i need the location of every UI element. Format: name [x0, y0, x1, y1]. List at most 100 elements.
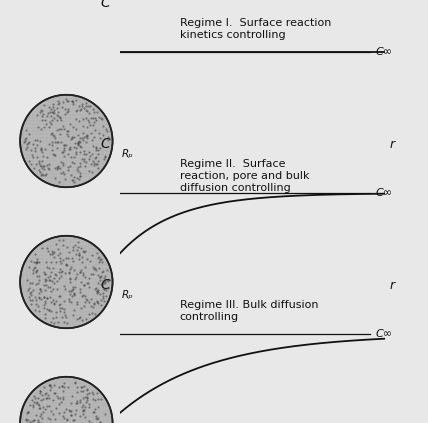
Point [23, 135, 30, 142]
Point [92, 127, 98, 134]
Point [92, 396, 98, 403]
Point [60, 148, 67, 155]
Point [59, 413, 66, 420]
Point [42, 310, 48, 317]
Point [99, 268, 106, 275]
Point [24, 143, 31, 150]
Point [40, 269, 47, 275]
Point [81, 155, 88, 162]
Point [38, 296, 45, 303]
Point [83, 398, 89, 405]
Point [39, 408, 46, 415]
Point [63, 417, 70, 423]
Point [71, 417, 77, 423]
Point [35, 302, 42, 309]
Point [45, 415, 52, 422]
Point [58, 313, 65, 320]
Point [82, 414, 89, 420]
Point [71, 290, 77, 297]
Point [92, 115, 98, 121]
Point [68, 98, 75, 104]
Point [41, 172, 48, 179]
Point [35, 157, 42, 164]
Point [63, 97, 70, 104]
Point [28, 160, 35, 167]
Point [51, 254, 57, 261]
Point [42, 315, 48, 322]
Point [104, 284, 111, 291]
Point [89, 396, 96, 403]
Point [84, 297, 91, 303]
Point [60, 297, 67, 304]
Point [101, 279, 107, 286]
Point [87, 115, 94, 121]
Point [39, 171, 46, 178]
Text: C: C [100, 278, 110, 292]
Point [90, 271, 97, 277]
Point [36, 276, 43, 283]
Point [86, 284, 92, 291]
Point [38, 244, 45, 251]
Point [59, 148, 65, 155]
Point [31, 263, 38, 270]
Point [74, 239, 81, 246]
Point [93, 267, 100, 274]
Text: r: r [390, 420, 395, 423]
Point [91, 301, 98, 308]
Point [93, 299, 100, 305]
Point [80, 408, 86, 415]
Point [62, 311, 69, 318]
Point [47, 106, 54, 113]
Point [44, 162, 51, 169]
Point [54, 166, 61, 173]
Point [41, 293, 48, 300]
Point [77, 268, 83, 275]
Point [45, 306, 52, 313]
Point [42, 145, 48, 152]
Point [38, 162, 45, 169]
Point [54, 104, 61, 111]
Point [58, 272, 65, 279]
Point [26, 285, 33, 291]
Point [26, 294, 33, 300]
Point [58, 138, 65, 145]
Point [94, 288, 101, 294]
Point [95, 288, 101, 295]
Point [77, 170, 84, 176]
Text: C∞: C∞ [376, 47, 393, 57]
Point [70, 247, 77, 254]
Point [100, 122, 107, 129]
Point [45, 264, 52, 271]
Point [104, 278, 111, 285]
Point [71, 144, 77, 151]
Point [48, 420, 54, 423]
Point [81, 404, 88, 411]
Point [42, 117, 49, 124]
Point [59, 421, 66, 423]
Point [50, 315, 56, 321]
Point [62, 176, 69, 183]
Point [57, 268, 64, 275]
Point [52, 309, 59, 316]
Point [51, 114, 58, 121]
Point [38, 145, 45, 152]
Point [49, 247, 56, 254]
Point [21, 138, 28, 145]
Point [41, 384, 48, 391]
Point [60, 160, 67, 167]
Point [30, 154, 36, 160]
Point [101, 153, 108, 159]
Point [90, 142, 97, 149]
Point [59, 123, 66, 129]
Point [38, 125, 45, 132]
Point [64, 254, 71, 261]
Point [83, 390, 90, 397]
Point [51, 390, 58, 396]
Point [41, 271, 48, 277]
Point [66, 146, 73, 152]
Point [68, 393, 75, 400]
Point [68, 255, 75, 261]
Point [35, 159, 42, 166]
Point [68, 264, 74, 270]
Point [60, 319, 67, 326]
